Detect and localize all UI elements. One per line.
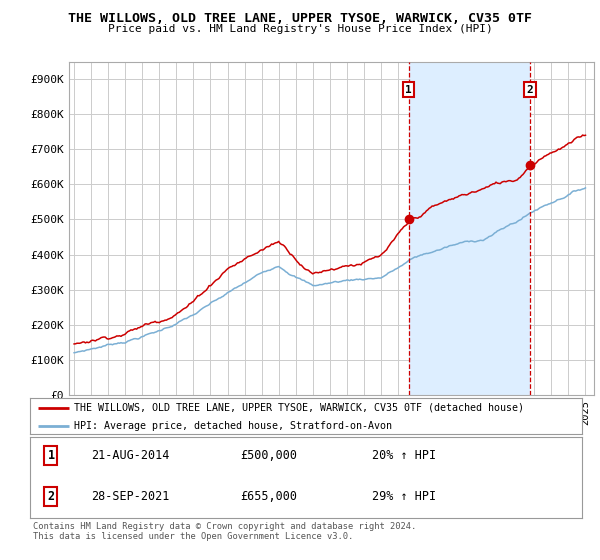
Text: 2: 2 [47, 489, 55, 502]
Text: Contains HM Land Registry data © Crown copyright and database right 2024.
This d: Contains HM Land Registry data © Crown c… [33, 522, 416, 542]
Text: THE WILLOWS, OLD TREE LANE, UPPER TYSOE, WARWICK, CV35 0TF (detached house): THE WILLOWS, OLD TREE LANE, UPPER TYSOE,… [74, 403, 524, 413]
Text: HPI: Average price, detached house, Stratford-on-Avon: HPI: Average price, detached house, Stra… [74, 421, 392, 431]
Text: £500,000: £500,000 [240, 449, 297, 462]
Text: 28-SEP-2021: 28-SEP-2021 [91, 489, 169, 502]
Text: 20% ↑ HPI: 20% ↑ HPI [372, 449, 436, 462]
Text: Price paid vs. HM Land Registry's House Price Index (HPI): Price paid vs. HM Land Registry's House … [107, 24, 493, 34]
Text: THE WILLOWS, OLD TREE LANE, UPPER TYSOE, WARWICK, CV35 0TF: THE WILLOWS, OLD TREE LANE, UPPER TYSOE,… [68, 12, 532, 25]
Text: 1: 1 [406, 85, 412, 95]
Text: £655,000: £655,000 [240, 489, 297, 502]
Text: 2: 2 [527, 85, 533, 95]
Text: 1: 1 [47, 449, 55, 462]
Bar [409, 62, 530, 395]
Text: 29% ↑ HPI: 29% ↑ HPI [372, 489, 436, 502]
Text: 21-AUG-2014: 21-AUG-2014 [91, 449, 169, 462]
